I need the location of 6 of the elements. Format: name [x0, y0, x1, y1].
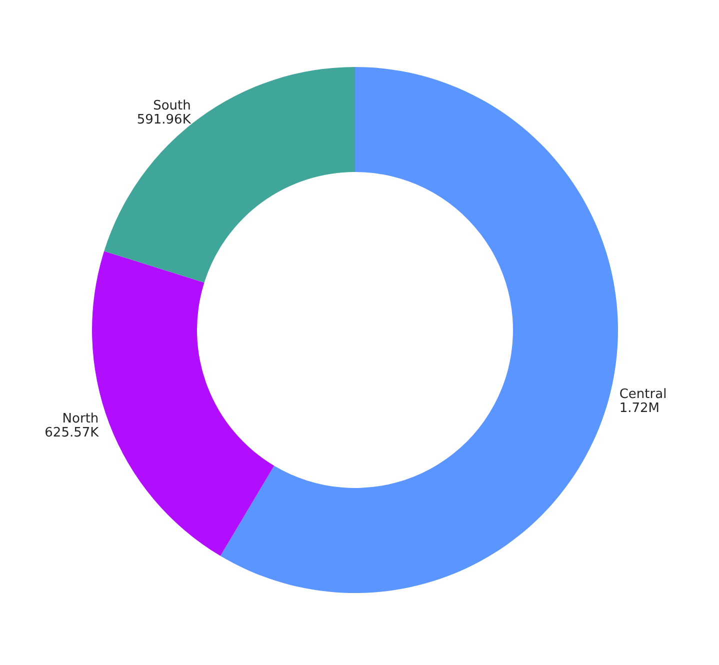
data-label: 625.57K — [44, 425, 100, 440]
slice-label: North — [62, 411, 99, 426]
slice-label: South — [153, 98, 191, 114]
data-label: 591.96K — [136, 112, 192, 128]
slice-label: Central — [619, 386, 667, 402]
data-label: 1.72M — [619, 400, 660, 416]
